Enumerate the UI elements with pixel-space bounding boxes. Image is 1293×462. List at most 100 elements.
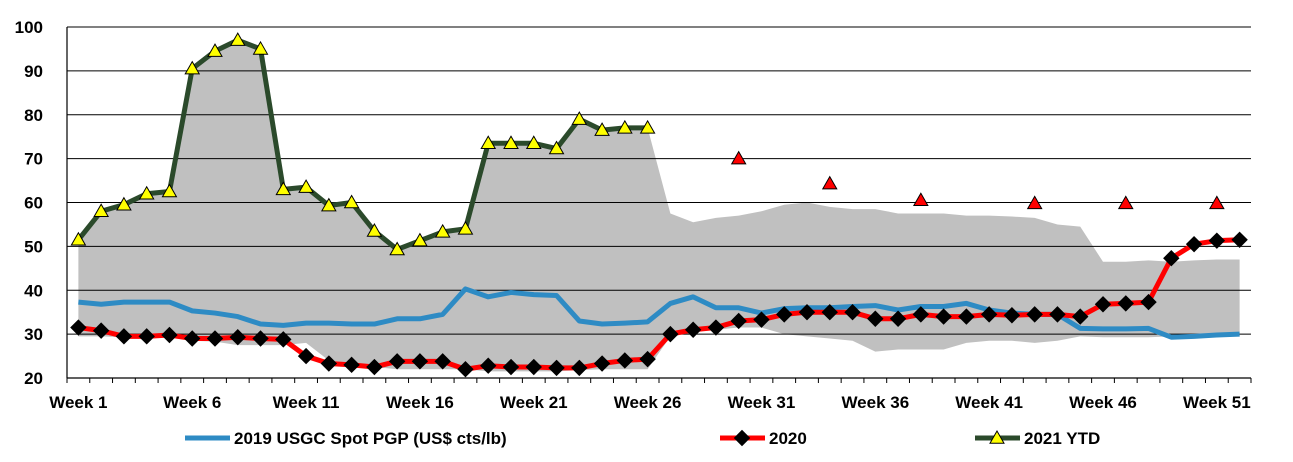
data-point-2 xyxy=(207,43,223,57)
data-point-1 xyxy=(1140,293,1157,311)
forecast-point xyxy=(1117,195,1134,210)
data-point-1 xyxy=(593,355,611,372)
forecast-point xyxy=(1026,195,1043,210)
data-point-2 xyxy=(412,232,428,247)
data-point-2 xyxy=(480,135,497,150)
data-point-1 xyxy=(297,347,315,365)
data-point-1 xyxy=(525,358,542,376)
data-point-2 xyxy=(320,197,337,212)
x-tick-label: Week 26 xyxy=(614,393,682,412)
data-point-1 xyxy=(1072,308,1089,325)
data-point-1 xyxy=(1185,235,1203,253)
data-point-1 xyxy=(571,359,588,377)
data-point-1 xyxy=(1049,306,1066,323)
data-point-2 xyxy=(184,60,201,75)
data-point-1 xyxy=(1094,296,1112,313)
data-point-2 xyxy=(616,119,633,134)
data-point-1 xyxy=(343,356,360,374)
forecast-point xyxy=(821,175,838,190)
data-point-1 xyxy=(252,330,269,347)
series-line-1 xyxy=(78,237,1240,372)
data-point-1 xyxy=(320,355,338,372)
data-point-1 xyxy=(161,326,178,344)
data-point-1 xyxy=(548,359,565,377)
data-point-1 xyxy=(1163,250,1180,267)
data-point-1 xyxy=(889,310,907,327)
legend-marker-1 xyxy=(733,429,751,447)
x-tick-label: Week 16 xyxy=(386,393,454,412)
x-tick-label: Week 11 xyxy=(273,393,340,412)
x-tick-label: Week 31 xyxy=(728,393,796,412)
data-point-2 xyxy=(594,122,610,136)
data-point-2 xyxy=(275,181,292,196)
x-tick-label: Week 36 xyxy=(841,393,909,412)
data-point-1 xyxy=(639,350,656,368)
y-tick-label: 40 xyxy=(24,281,43,300)
x-tick-label: Week 21 xyxy=(500,393,568,412)
x-tick-label: Week 51 xyxy=(1183,393,1251,412)
data-point-2 xyxy=(548,140,565,155)
data-point-1 xyxy=(980,306,998,323)
data-point-2 xyxy=(457,220,474,235)
data-point-1 xyxy=(958,308,975,325)
data-point-1 xyxy=(616,352,634,369)
data-point-1 xyxy=(229,328,246,346)
data-point-1 xyxy=(912,306,930,323)
forecast-point xyxy=(730,150,747,165)
data-point-1 xyxy=(206,330,224,347)
x-tick-label: Week 6 xyxy=(163,393,221,412)
data-point-1 xyxy=(1026,306,1043,323)
data-point-1 xyxy=(70,319,87,336)
y-tick-label: 20 xyxy=(24,369,43,388)
data-point-2 xyxy=(389,241,406,256)
legend-marker-2 xyxy=(989,429,1005,444)
y-tick-label: 50 xyxy=(24,237,43,256)
data-point-2 xyxy=(366,223,383,237)
data-point-1 xyxy=(388,353,406,370)
range-band xyxy=(78,40,1240,372)
y-tick-label: 30 xyxy=(24,325,43,344)
data-point-1 xyxy=(366,358,383,376)
data-point-2 xyxy=(229,32,246,46)
legend-label-1: 2020 xyxy=(769,429,807,448)
data-point-2 xyxy=(525,135,542,150)
data-point-1 xyxy=(1003,307,1021,324)
axes: 20 30 40 50 60 70 80 90 100 Week 1 Week 6 Week 11 We… xyxy=(15,18,1252,412)
data-point-1 xyxy=(184,330,201,347)
legend: 2019 USGC Spot PGP (US$ cts/lb) 2020 2021 … xyxy=(185,429,1100,448)
y-tick-label: 100 xyxy=(15,18,43,37)
data-point-1 xyxy=(275,331,292,348)
data-point-1 xyxy=(935,308,952,325)
data-point-1 xyxy=(138,328,155,345)
data-point-2 xyxy=(298,179,314,193)
y-tick-label: 80 xyxy=(24,106,43,125)
data-point-1 xyxy=(662,325,679,343)
data-point-1 xyxy=(1208,232,1226,249)
y-tick-label: 60 xyxy=(24,194,43,213)
data-point-1 xyxy=(684,321,702,338)
data-point-1 xyxy=(411,353,429,370)
data-point-2 xyxy=(116,196,132,211)
data-point-1 xyxy=(1117,295,1134,312)
markers-layer xyxy=(70,32,1248,378)
data-point-1 xyxy=(434,353,451,370)
data-point-1 xyxy=(1231,231,1248,249)
x-tick-label: Week 1 xyxy=(49,393,107,412)
data-point-2 xyxy=(70,231,87,246)
data-point-2 xyxy=(138,185,155,200)
legend-label-0: 2019 USGC Spot PGP (US$ cts/lb) xyxy=(234,429,507,448)
data-point-1 xyxy=(730,312,747,330)
data-point-2 xyxy=(343,194,360,209)
data-point-2 xyxy=(503,135,519,150)
data-point-2 xyxy=(161,183,178,198)
data-point-1 xyxy=(821,303,838,321)
data-point-2 xyxy=(93,203,110,218)
forecast-point xyxy=(912,192,929,207)
data-point-2 xyxy=(639,119,656,134)
data-point-1 xyxy=(753,311,770,328)
data-point-1 xyxy=(115,328,133,345)
data-point-1 xyxy=(707,319,725,336)
legend-label-2: 2021 YTD xyxy=(1024,429,1100,448)
